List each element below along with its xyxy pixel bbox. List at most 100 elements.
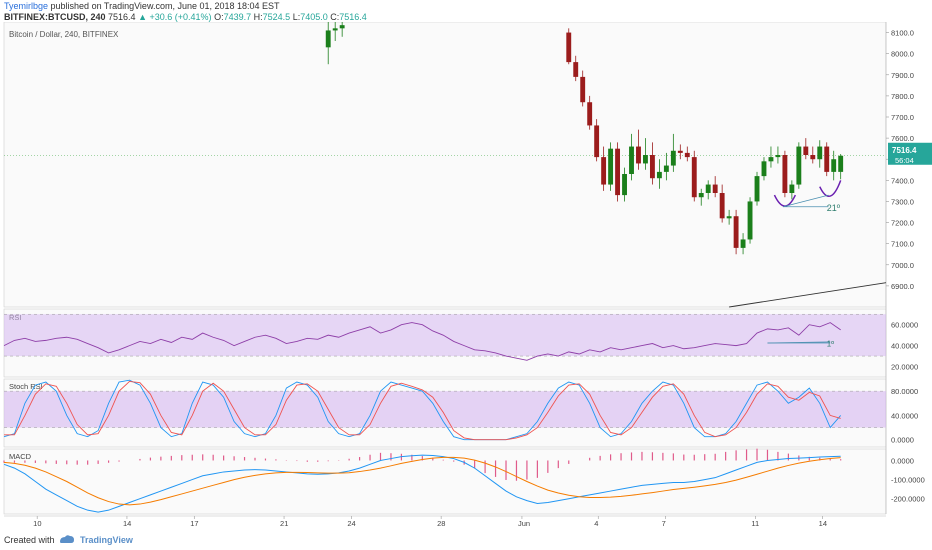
stoch-d-line [4, 380, 841, 441]
candle-down [573, 62, 579, 77]
time-tick-label: 7 [662, 519, 666, 528]
footer: Created with TradingView [0, 530, 932, 550]
time-tick-label: Jun [518, 519, 530, 528]
rsi-tick-label: 20.0000 [891, 363, 918, 372]
ohlc-low: 7405.0 [300, 12, 328, 22]
candle-up [663, 165, 669, 172]
rsi-angle-annotation: 1º [827, 340, 834, 349]
stoch-k-line [3, 379, 842, 441]
candle-down [587, 102, 593, 126]
bottom-arc-right [819, 180, 842, 197]
price-tick-label: 7700.0 [891, 113, 914, 122]
price-tick-label: 7300.0 [891, 197, 914, 206]
candle-up [838, 155, 844, 172]
candle-up [740, 239, 746, 248]
macd-tick-label: -100.0000 [891, 476, 925, 485]
candle-down [684, 152, 690, 158]
time-tick-label: 21 [280, 519, 288, 528]
pane-0-frame [3, 22, 887, 308]
price-tick-label: 7200.0 [891, 219, 914, 228]
price-tick-label: 8100.0 [891, 29, 914, 38]
candle-up [726, 216, 732, 219]
ohlc-o-label: O: [214, 12, 224, 22]
candle-up [629, 146, 634, 174]
candle-down [810, 155, 816, 160]
created-with-text: Created with [4, 535, 55, 545]
price-tick-label: 7400.0 [891, 176, 914, 185]
candle-down [691, 157, 697, 198]
bar-countdown: 56:04 [895, 156, 914, 165]
candle-down [601, 157, 607, 185]
author-link[interactable]: Tyemirlbge [4, 1, 49, 11]
candle-down [677, 150, 683, 153]
macd-tick-label: 0.0000 [891, 456, 914, 465]
candle-down [824, 146, 830, 172]
candle-up [670, 150, 676, 166]
main-chart-title: Bitcoin / Dollar, 240, BITFINEX [9, 30, 119, 39]
candle-down [712, 184, 718, 193]
price-axis-background [886, 22, 932, 530]
candle-up [789, 184, 795, 193]
candle-up [608, 148, 614, 185]
ohlc-l-label: L: [292, 12, 301, 22]
candle-up [622, 174, 627, 196]
price-tick-label: 7800.0 [891, 92, 914, 101]
last-price: 7516.4 [108, 12, 136, 22]
candle-down [649, 155, 655, 179]
candle-up [747, 201, 753, 240]
candle-up [656, 171, 662, 179]
price-tick-label: 7100.0 [891, 240, 914, 249]
candle-down [719, 193, 725, 219]
rsi-line [3, 322, 841, 361]
ohlc-open: 7439.7 [223, 12, 252, 22]
candle-up [761, 161, 767, 177]
tradingview-brand[interactable]: TradingView [80, 535, 133, 545]
candle-up [817, 146, 823, 160]
macd-tick-label: -200.0000 [891, 495, 925, 504]
ohlc-h-label: H: [253, 12, 263, 22]
candle-up [768, 157, 774, 162]
time-tick-label: 14 [819, 519, 827, 528]
price-tick-label: 7900.0 [891, 71, 914, 80]
rsi-angle-line-b [767, 341, 831, 344]
publish-text: published on TradingView.com, June 01, 2… [50, 1, 280, 11]
price-tick-label: 7000.0 [891, 261, 914, 270]
angle-annotation: 21º [827, 203, 841, 213]
symbol-label: BITFINEX:BTCUSD, 240 [4, 12, 106, 22]
time-tick-label: 28 [437, 519, 445, 528]
time-tick-label: 10 [33, 519, 41, 528]
price-tick-label: 6900.0 [891, 282, 914, 291]
candle-up [643, 155, 648, 164]
candle-up [705, 184, 711, 193]
stoch-tick-label: 80.0000 [891, 387, 918, 396]
trendline [729, 282, 887, 308]
candle-up [754, 176, 760, 202]
candle-up [332, 28, 338, 31]
stoch-tick-label: 40.0000 [891, 411, 918, 420]
rsi-tick-label: 40.0000 [891, 342, 918, 351]
candle-down [615, 148, 621, 196]
candle-down [803, 146, 809, 155]
candle-up [796, 146, 802, 185]
macd-macd-line [3, 454, 841, 513]
time-tick-label: 4 [594, 519, 598, 528]
candle-up [831, 159, 837, 172]
macd-signal-line [3, 456, 841, 506]
candle-down [733, 216, 739, 248]
rsi-band [4, 314, 886, 357]
rsi-tick-label: 60.0000 [891, 321, 918, 330]
time-tick-label: 14 [123, 519, 131, 528]
ohlc-c-label: C: [330, 12, 340, 22]
candle-up [698, 193, 704, 198]
ohlc-close: 7516.4 [339, 12, 367, 22]
stoch-tick-label: 0.0000 [891, 436, 914, 445]
price-tick-label: 7600.0 [891, 134, 914, 143]
symbol-line: BITFINEX:BTCUSD, 240 7516.4 ▲ +30.6 (+0.… [4, 12, 367, 22]
chart-area[interactable]: Bitcoin / Dollar, 240, BITFINEX 8100.0 800… [0, 22, 932, 530]
candle-up [325, 30, 331, 48]
last-price-label: 7516.4 [892, 146, 917, 155]
ohlc-high: 7524.5 [262, 12, 291, 22]
stoch-band [4, 391, 886, 428]
price-change: +30.6 (+0.41%) [149, 12, 212, 22]
last-price-box [888, 142, 932, 165]
